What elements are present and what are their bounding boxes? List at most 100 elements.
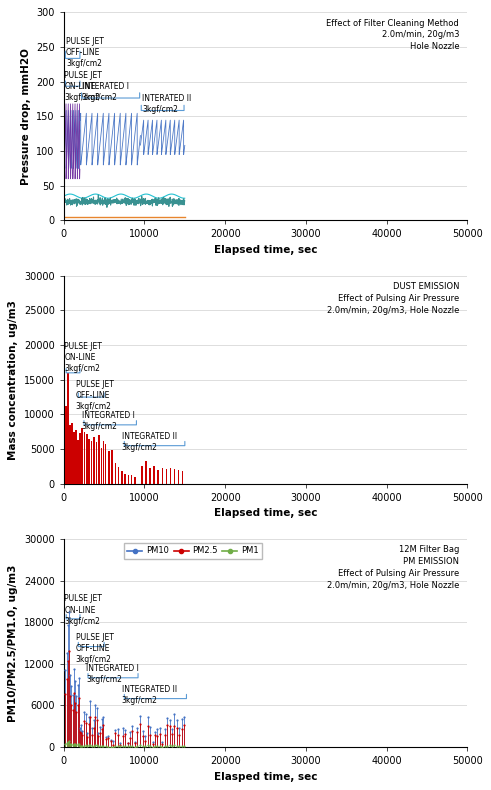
Point [79, 740, 86, 753]
Point [85, 739, 93, 752]
Point [96, 727, 104, 739]
Point [104, 729, 112, 742]
Point [149, 735, 157, 748]
Point [109, 739, 117, 751]
Bar [128, 475, 129, 483]
Point [168, 740, 176, 753]
Point [91, 739, 99, 751]
Y-axis label: Mass concentration, ug/m3: Mass concentration, ug/m3 [8, 299, 18, 460]
Point [126, 726, 134, 739]
Point [136, 710, 144, 723]
Point [136, 718, 144, 731]
Point [82, 717, 89, 729]
Point [114, 722, 122, 735]
Point [175, 722, 183, 735]
Bar [131, 476, 132, 483]
Point [90, 721, 98, 734]
Point [86, 711, 94, 724]
Point [119, 729, 127, 742]
Point [126, 732, 134, 744]
Point [133, 721, 141, 734]
Point [180, 739, 188, 752]
Text: DUST EMISSION
Effect of Pulsing Air Pressure
2.0m/min, 20g/m3, Hole Nozzle: DUST EMISSION Effect of Pulsing Air Pres… [327, 282, 459, 314]
Point [93, 739, 101, 751]
Point [77, 718, 85, 731]
Point [76, 721, 84, 734]
Y-axis label: PM10/PM2.5/PM1.0, ug/m3: PM10/PM2.5/PM1.0, ug/m3 [8, 564, 19, 722]
Point [163, 739, 171, 752]
Point [116, 740, 124, 753]
Point [124, 740, 132, 753]
Point [144, 710, 152, 723]
Bar [111, 450, 113, 483]
Text: INTERATED II
3kgf/cm2: INTERATED II 3kgf/cm2 [142, 94, 191, 115]
Point [136, 739, 144, 752]
Bar [103, 441, 105, 483]
Point [91, 711, 99, 724]
Point [161, 728, 168, 741]
Point [139, 730, 147, 743]
Point [173, 714, 181, 727]
Bar [182, 472, 183, 483]
Text: INTERATED I
3kgf/cm2: INTERATED I 3kgf/cm2 [82, 81, 129, 102]
Bar [115, 463, 116, 483]
Point [133, 739, 141, 752]
Point [121, 728, 129, 740]
Point [156, 728, 164, 741]
Bar [67, 373, 69, 483]
Point [63, 647, 71, 660]
Point [66, 668, 74, 681]
Point [98, 739, 106, 752]
X-axis label: Elasped time, sec: Elasped time, sec [214, 772, 317, 781]
Text: PULSE JET
OFF-LINE
3kgf/cm2: PULSE JET OFF-LINE 3kgf/cm2 [76, 380, 114, 411]
Bar [165, 469, 167, 483]
Point [141, 735, 149, 747]
Point [64, 655, 72, 668]
Point [65, 606, 73, 619]
Point [79, 729, 86, 742]
Point [61, 687, 69, 700]
Bar [65, 406, 67, 483]
Point [180, 718, 188, 731]
Point [158, 737, 166, 750]
Y-axis label: Pressure drop, mmH2O: Pressure drop, mmH2O [21, 48, 30, 185]
Point [72, 690, 80, 702]
Point [71, 675, 79, 687]
Bar [134, 477, 136, 483]
Point [83, 731, 91, 743]
Point [114, 728, 122, 741]
Point [141, 740, 149, 753]
Text: PULSE JET
ON-LINE
3kgf/cm2: PULSE JET ON-LINE 3kgf/cm2 [64, 71, 102, 103]
Point [76, 726, 84, 739]
Point [83, 740, 91, 753]
Text: INTEGRATED II
3kgf/cm2: INTEGRATED II 3kgf/cm2 [122, 431, 177, 452]
Point [170, 720, 178, 732]
Point [63, 737, 71, 750]
Point [75, 738, 82, 750]
Point [154, 739, 162, 752]
Point [119, 740, 127, 753]
Point [139, 724, 147, 737]
Point [173, 721, 181, 734]
Point [154, 723, 162, 735]
Point [131, 737, 139, 750]
Point [66, 690, 74, 702]
Point [96, 721, 104, 734]
Text: PULSE JET
ON-LINE
3kgf/cm2: PULSE JET ON-LINE 3kgf/cm2 [64, 595, 102, 626]
Bar [81, 428, 82, 483]
Point [178, 723, 186, 735]
Point [82, 708, 89, 720]
Point [175, 739, 183, 752]
Point [102, 740, 109, 753]
Bar [121, 471, 123, 483]
Text: PULSE JET
ON-LINE
3kgf/cm2: PULSE JET ON-LINE 3kgf/cm2 [64, 341, 102, 373]
Point [71, 696, 79, 709]
Text: PULSE JET
OFF-LINE
3kgf/cm2: PULSE JET OFF-LINE 3kgf/cm2 [76, 633, 114, 664]
Point [90, 714, 98, 727]
Point [68, 680, 76, 693]
Point [95, 727, 103, 739]
Point [178, 739, 186, 752]
Point [75, 672, 82, 684]
Point [114, 739, 122, 752]
Bar [88, 438, 90, 483]
